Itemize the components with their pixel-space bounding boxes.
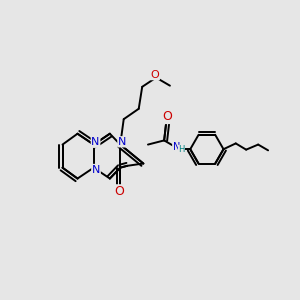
Text: H: H [178, 145, 185, 154]
Text: N: N [92, 137, 100, 147]
Text: O: O [151, 70, 159, 80]
Text: O: O [114, 185, 124, 198]
Text: N: N [173, 142, 180, 152]
Text: N: N [118, 137, 126, 147]
Text: N: N [92, 164, 100, 175]
Text: O: O [163, 110, 172, 123]
